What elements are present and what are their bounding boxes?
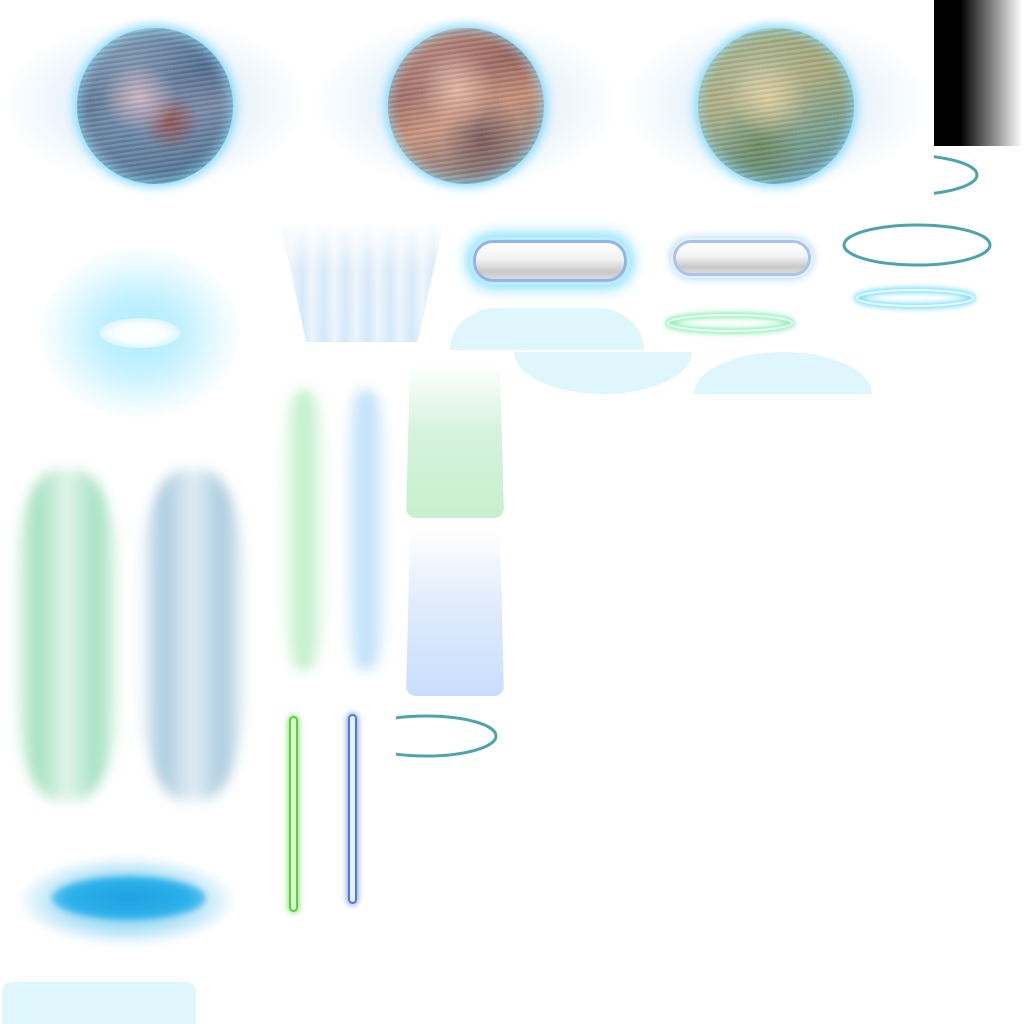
green-neon-line [291,718,296,910]
orbit-ring-large-icon [842,223,992,267]
blue-light-beam-thin [342,390,390,670]
green-glow-ring-icon [665,312,795,334]
blue-neon-line [350,716,355,902]
planet-green-icon [698,28,854,184]
cap-dome-inverted [514,352,692,394]
blue-light-beam-wide [138,470,248,800]
planet-red-icon [388,28,544,184]
green-light-beam-thin [280,390,328,670]
orbit-ring-partial-bottom-icon [396,714,498,758]
cap-bar-bottom [2,982,196,1024]
orbit-ring-partial-top-icon [934,155,979,195]
glowing-pill-small [673,240,811,276]
cyan-glow-ring-icon [854,287,976,309]
cyan-glow-core [100,318,180,348]
planet-blue-icon [77,28,233,184]
blue-splash-core [52,876,206,920]
cap-dome [694,352,872,394]
gradient-swatch [934,0,1022,146]
green-light-column [406,364,504,518]
blue-light-column [406,530,504,696]
glowing-pill-large [473,240,627,282]
green-light-beam-wide [12,470,122,800]
water-fountain-sprite [280,222,444,342]
cap-dome-flat [450,308,644,350]
